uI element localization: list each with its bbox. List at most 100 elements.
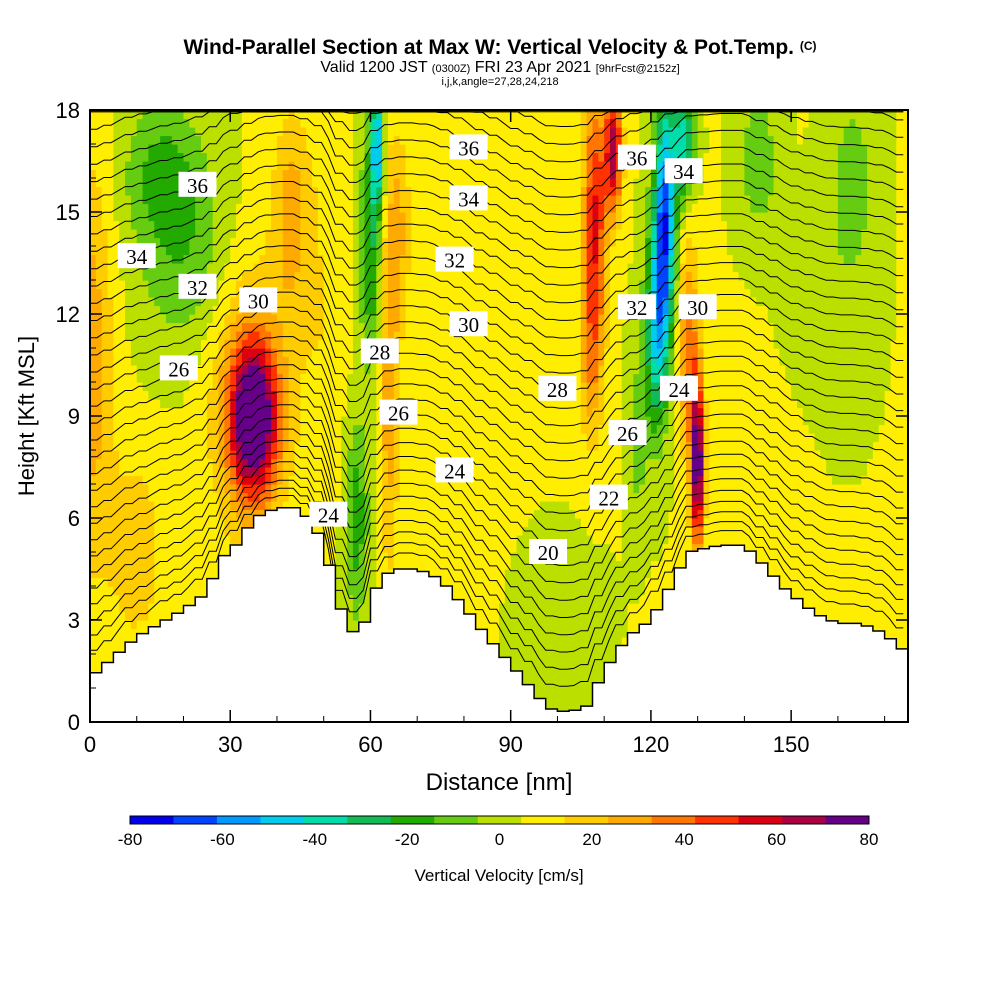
velocity-cell xyxy=(405,127,412,137)
velocity-cell xyxy=(183,399,190,409)
velocity-cell xyxy=(136,169,144,179)
velocity-cell xyxy=(463,526,471,536)
velocity-cell xyxy=(352,416,360,426)
velocity-cell xyxy=(206,365,214,375)
velocity-cell xyxy=(405,229,412,239)
velocity-cell xyxy=(358,186,366,196)
velocity-cell xyxy=(230,475,237,485)
velocity-cell xyxy=(487,492,494,502)
velocity-cell xyxy=(160,212,167,222)
velocity-cell xyxy=(387,433,395,443)
velocity-cell xyxy=(317,178,325,188)
velocity-cell xyxy=(399,263,407,273)
velocity-cell xyxy=(107,535,114,545)
velocity-cell xyxy=(352,603,360,613)
velocity-cell xyxy=(440,127,448,137)
velocity-cell xyxy=(411,339,418,349)
velocity-cell xyxy=(446,365,453,375)
velocity-cell xyxy=(224,169,231,179)
velocity-cell xyxy=(241,484,249,494)
velocity-cell xyxy=(171,246,179,256)
velocity-cell xyxy=(317,458,325,468)
velocity-cell xyxy=(417,407,424,417)
velocity-cell xyxy=(370,577,377,587)
velocity-cell xyxy=(411,543,418,553)
velocity-cell xyxy=(399,509,407,519)
velocity-cell xyxy=(189,212,196,222)
velocity-cell xyxy=(487,603,494,613)
velocity-cell xyxy=(107,654,114,664)
velocity-cell xyxy=(358,297,366,307)
velocity-cell xyxy=(265,195,272,205)
velocity-cell xyxy=(341,144,348,154)
velocity-cell xyxy=(206,161,214,171)
velocity-cell xyxy=(148,195,155,205)
velocity-cell xyxy=(119,407,126,417)
velocity-cell xyxy=(475,501,483,511)
velocity-cell xyxy=(276,152,284,162)
velocity-cell xyxy=(230,509,237,519)
velocity-cell xyxy=(125,152,132,162)
velocity-cell xyxy=(347,509,354,519)
velocity-cell xyxy=(142,577,150,587)
velocity-cell xyxy=(469,339,477,349)
velocity-cell xyxy=(247,331,255,341)
velocity-cell xyxy=(405,212,412,222)
velocity-cell xyxy=(341,484,348,494)
velocity-cell xyxy=(341,569,348,579)
velocity-cell xyxy=(399,373,407,383)
velocity-cell xyxy=(352,560,360,570)
velocity-cell xyxy=(195,577,202,587)
velocity-cell xyxy=(347,399,354,409)
velocity-cell xyxy=(317,339,325,349)
velocity-cell xyxy=(463,569,471,579)
velocity-cell xyxy=(364,322,372,332)
velocity-cell xyxy=(370,212,377,222)
velocity-cell xyxy=(393,467,401,477)
velocity-cell xyxy=(463,305,471,315)
velocity-cell xyxy=(177,535,185,545)
velocity-cell xyxy=(481,611,488,621)
velocity-cell xyxy=(230,288,237,298)
velocity-cell xyxy=(265,212,272,222)
velocity-cell xyxy=(370,390,377,400)
velocity-cell xyxy=(358,161,366,171)
velocity-cell xyxy=(329,348,336,358)
velocity-cell xyxy=(317,212,325,222)
velocity-cell xyxy=(452,399,459,409)
velocity-cell xyxy=(387,305,395,315)
velocity-cell xyxy=(440,390,448,400)
velocity-cell xyxy=(475,518,483,528)
velocity-cell xyxy=(90,305,97,315)
velocity-cell xyxy=(171,229,179,239)
velocity-cell xyxy=(335,237,342,247)
velocity-cell xyxy=(440,518,448,528)
velocity-cell xyxy=(142,407,150,417)
velocity-cell xyxy=(399,475,407,485)
velocity-cell xyxy=(487,416,494,426)
velocity-cell xyxy=(323,331,331,341)
velocity-cell xyxy=(376,450,383,460)
velocity-cell xyxy=(195,526,202,536)
velocity-cell xyxy=(177,603,185,613)
velocity-cell xyxy=(376,246,383,256)
velocity-cell xyxy=(452,297,459,307)
velocity-cell xyxy=(101,118,109,128)
velocity-cell xyxy=(189,560,196,570)
velocity-cell xyxy=(312,263,319,273)
velocity-cell xyxy=(393,288,401,298)
velocity-cell xyxy=(405,178,412,188)
velocity-cell xyxy=(399,144,407,154)
velocity-cell xyxy=(446,373,453,383)
velocity-cell xyxy=(411,458,418,468)
velocity-cell xyxy=(458,339,465,349)
velocity-cell xyxy=(119,305,126,315)
velocity-cell xyxy=(195,348,202,358)
velocity-cell xyxy=(113,229,120,239)
velocity-cell xyxy=(282,433,290,443)
velocity-cell xyxy=(125,186,132,196)
velocity-cell xyxy=(317,365,325,375)
velocity-cell xyxy=(463,586,471,596)
velocity-cell xyxy=(463,501,471,511)
velocity-cell xyxy=(236,467,243,477)
